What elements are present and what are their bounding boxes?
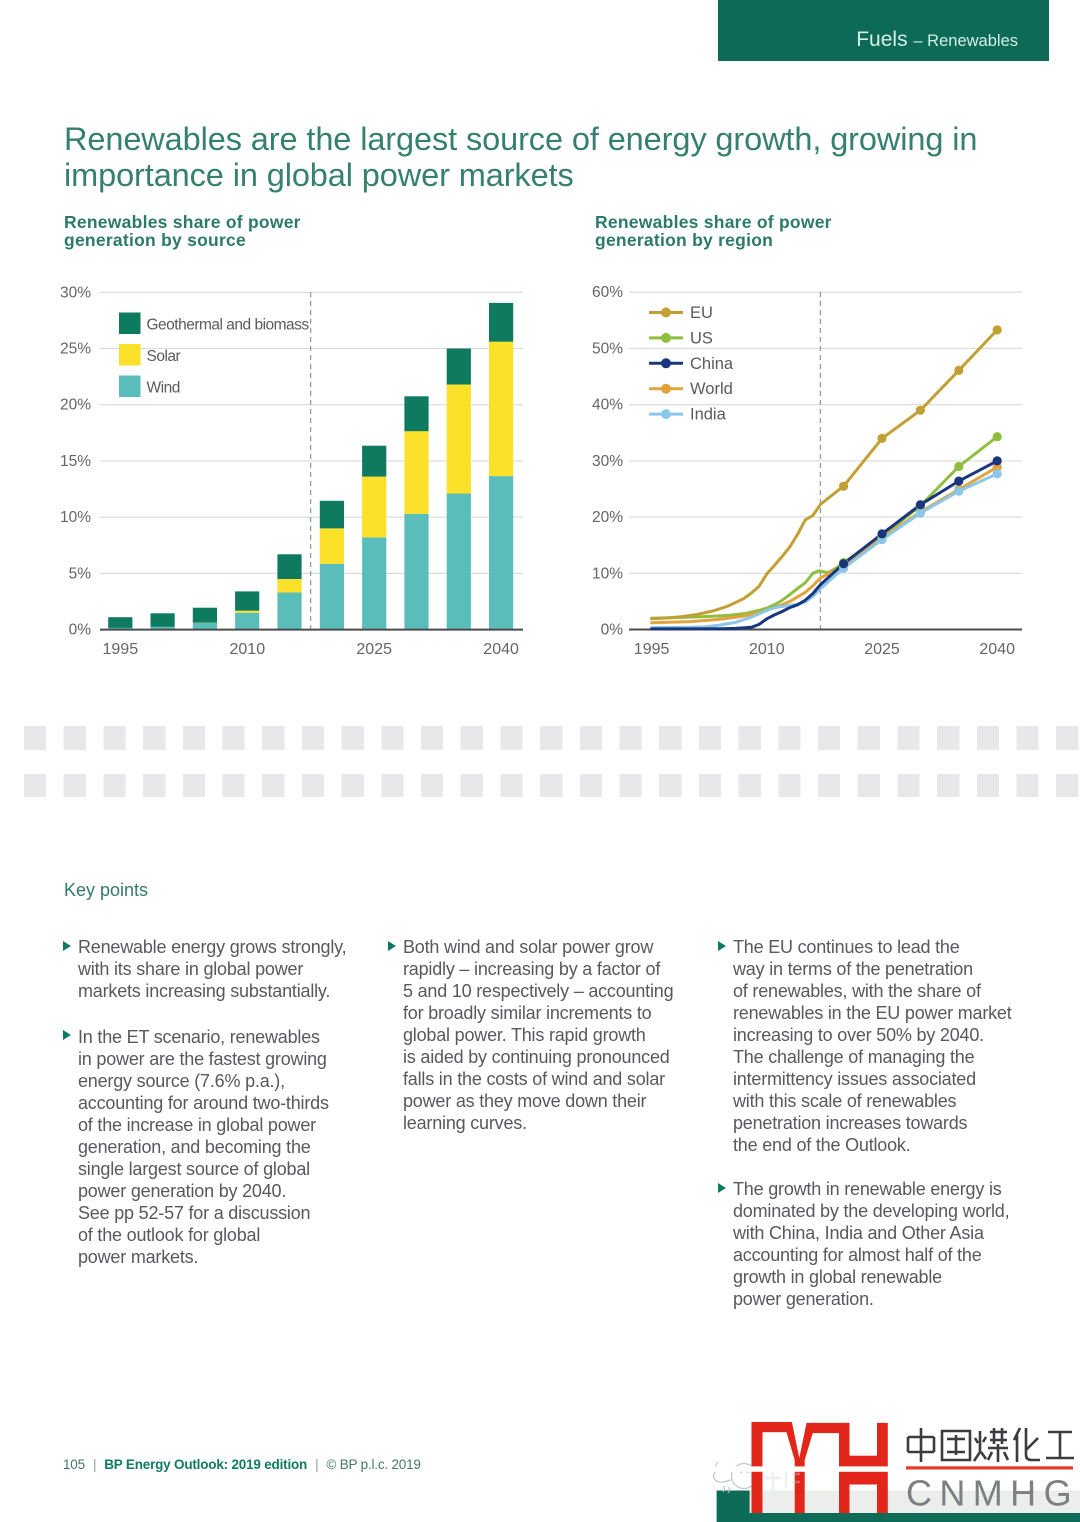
- svg-text:0%: 0%: [69, 622, 92, 639]
- svg-text:60%: 60%: [592, 284, 623, 301]
- svg-text:25%: 25%: [60, 341, 91, 358]
- svg-text:15%: 15%: [60, 453, 91, 470]
- svg-text:India: India: [690, 406, 727, 424]
- svg-text:30%: 30%: [60, 284, 91, 301]
- svg-text:2010: 2010: [230, 641, 266, 658]
- svg-text:1995: 1995: [634, 641, 670, 658]
- svg-text:20%: 20%: [592, 509, 623, 526]
- svg-text:China: China: [690, 355, 734, 373]
- svg-text:2040: 2040: [979, 641, 1015, 658]
- svg-text:20%: 20%: [60, 397, 91, 414]
- svg-text:US: US: [690, 329, 713, 347]
- svg-text:1995: 1995: [103, 641, 139, 658]
- svg-text:Geothermal and biomass: Geothermal and biomass: [147, 317, 310, 334]
- svg-text:2025: 2025: [864, 641, 900, 658]
- svg-text:30%: 30%: [592, 453, 623, 470]
- svg-text:40%: 40%: [592, 397, 623, 414]
- svg-text:EU: EU: [690, 304, 713, 322]
- svg-text:2025: 2025: [356, 641, 392, 658]
- svg-text:Wind: Wind: [147, 380, 180, 397]
- svg-text:CNMHG: CNMHG: [906, 1473, 1079, 1514]
- svg-text:10%: 10%: [592, 565, 623, 582]
- svg-text:2040: 2040: [483, 641, 519, 658]
- svg-text:World: World: [690, 380, 733, 398]
- svg-text:10%: 10%: [60, 509, 91, 526]
- svg-text:5%: 5%: [69, 565, 92, 582]
- svg-text:0%: 0%: [601, 622, 624, 639]
- svg-text:50%: 50%: [592, 340, 623, 357]
- svg-text:Solar: Solar: [147, 348, 181, 365]
- svg-text:2010: 2010: [749, 641, 785, 658]
